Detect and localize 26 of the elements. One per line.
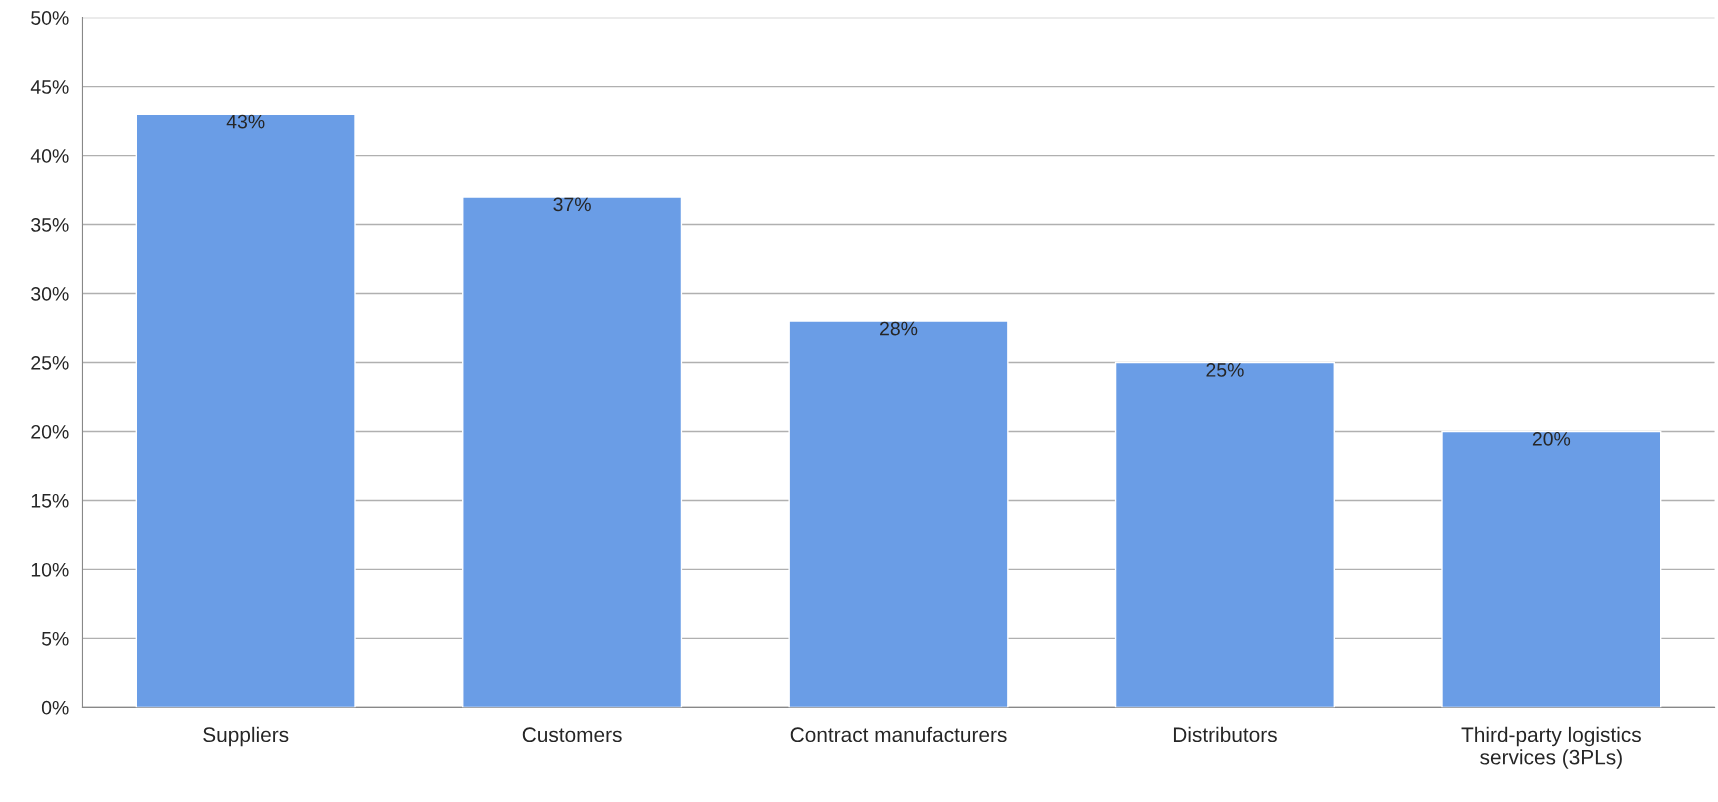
x-tick-label: Suppliers (203, 726, 289, 747)
y-tick-label: 15% (31, 494, 69, 508)
data-label: 28% (880, 321, 918, 336)
y-tick-label: 45% (30, 80, 69, 94)
data-label: 20% (1532, 431, 1571, 446)
y-tick-label: 25% (31, 355, 69, 370)
y-tick-label: 20% (31, 424, 69, 439)
y-tick-label: 50% (31, 11, 69, 25)
x-tick-label: Third-party logistics services (3PLs) (1461, 726, 1641, 769)
bar (788, 320, 1009, 708)
bar (135, 113, 356, 708)
y-tick-label: 5% (41, 631, 69, 646)
y-tick-label: 10% (31, 562, 69, 577)
x-tick-label: Distributors (1173, 726, 1277, 743)
x-tick-label: Customers (522, 727, 622, 743)
y-tick-label: 0% (41, 700, 69, 715)
x-tick-label: Contract manufacturers (790, 726, 1007, 743)
data-label: 43% (226, 114, 265, 129)
bar (462, 196, 683, 708)
y-tick-label: 40% (30, 149, 69, 163)
y-tick-label: 30% (31, 287, 69, 301)
bar (1114, 361, 1335, 708)
data-label: 25% (1206, 363, 1244, 377)
bar (1441, 430, 1662, 708)
data-label: 37% (553, 197, 591, 212)
y-tick-label: 35% (31, 218, 69, 232)
